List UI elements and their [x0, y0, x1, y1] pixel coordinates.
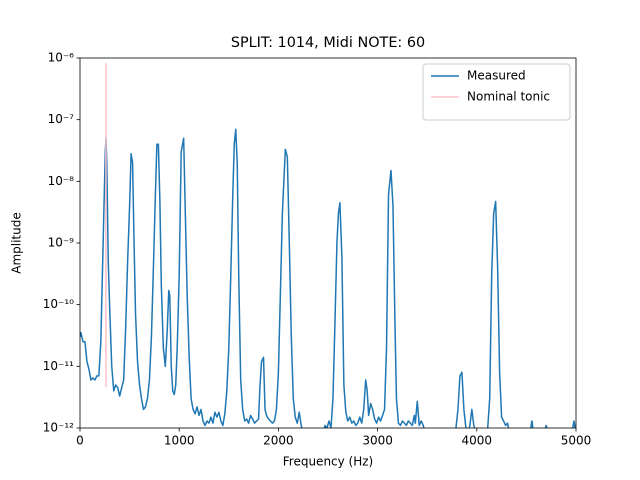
legend-label: Measured — [467, 69, 526, 83]
legend-label: Nominal tonic — [467, 90, 550, 104]
x-tick-label: 4000 — [462, 434, 493, 448]
data-line — [80, 128, 576, 428]
x-tick-label: 2000 — [263, 434, 294, 448]
x-tick-label: 5000 — [561, 434, 592, 448]
y-tick-label: 10⁻¹⁰ — [43, 297, 74, 311]
x-tick-label: 1000 — [164, 434, 195, 448]
y-tick-label: 10⁻¹² — [43, 421, 74, 435]
plot-area — [80, 62, 576, 428]
y-axis-label: Amplitude — [10, 212, 24, 274]
y-tick-label: 10⁻⁸ — [48, 174, 75, 188]
x-tick-label: 3000 — [362, 434, 393, 448]
y-tick-label: 10⁻⁶ — [48, 51, 75, 65]
legend-box — [422, 63, 571, 121]
x-tick-label: 0 — [76, 434, 84, 448]
x-axis-label: Frequency (Hz) — [283, 455, 374, 469]
y-tick-label: 10⁻⁹ — [48, 236, 75, 250]
chart-title: SPLIT: 1014, Midi NOTE: 60 — [231, 35, 425, 51]
y-tick-label: 10⁻⁷ — [48, 112, 75, 126]
y-tick-label: 10⁻¹¹ — [43, 359, 74, 373]
